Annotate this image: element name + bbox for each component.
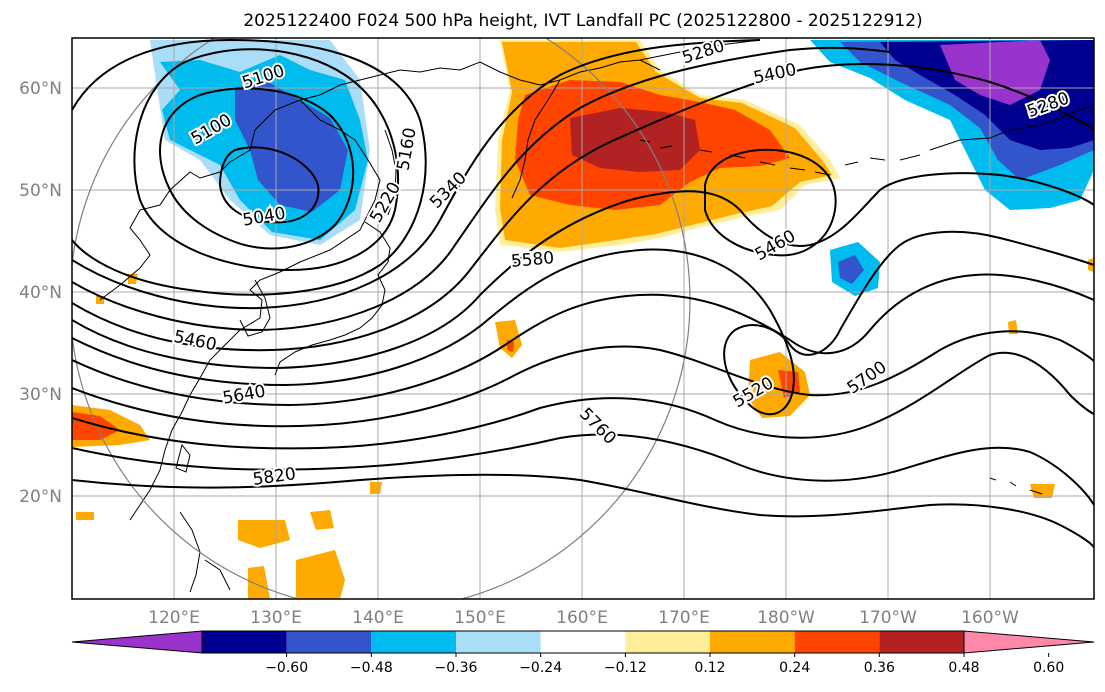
ivt-negative-patch (838, 255, 864, 284)
ivt-positive-patch (238, 520, 290, 548)
latitude-labels: 60°N 50°N 40°N 30°N 20°N (19, 79, 62, 507)
coastline-sakhalin (384, 129, 397, 216)
ivt-positive-patch (748, 352, 810, 418)
lon-label: 140°E (352, 608, 404, 628)
coastline-alaska (639, 39, 1094, 161)
colorbar-swatch (879, 631, 964, 653)
colorbar-tick-label: 0.60 (1033, 660, 1064, 676)
lat-label: 40°N (19, 283, 62, 303)
colorbar-extend-high (963, 630, 1095, 654)
ivt-positive-patch (1030, 484, 1055, 498)
height-contour-5220 (72, 39, 427, 296)
longitude-labels: 120°E 130°E 140°E 150°E 160°E 170°E 180°… (148, 608, 1019, 628)
colorbar-swatch (202, 631, 287, 653)
coastline-aleutians (639, 139, 886, 176)
lon-label: 130°E (250, 608, 302, 628)
ivt-positive-patch (296, 550, 345, 599)
colorbar-tick-label: −0.24 (519, 660, 562, 676)
lon-label: 170°E (658, 608, 710, 628)
ivt-positive-patch (370, 482, 382, 494)
lon-label: 150°E (454, 608, 506, 628)
colorbar-tick-label: 0.12 (694, 660, 725, 676)
ivt-negative-patch (235, 82, 348, 212)
coastline-kamchatka (511, 79, 561, 199)
ivt-positive-patch (495, 320, 522, 358)
ivt-positive-patch (310, 510, 334, 530)
ivt-positive-patch (248, 566, 270, 599)
lon-label: 180°W (757, 608, 815, 628)
colorbar-tick-label: −0.48 (350, 660, 393, 676)
height-contour-5100 (159, 87, 355, 250)
height-contours (72, 39, 1094, 549)
height-contour-5160 (133, 48, 399, 272)
colorbar-tick-label: 0.36 (864, 660, 895, 676)
map-panel: 5100 5100 5040 5220 5280 5160 5340 5280 … (19, 34, 1095, 628)
height-contour-5700 (72, 351, 1094, 450)
map-frame (71, 37, 1095, 600)
colorbar-swatch (625, 631, 710, 653)
ivt-positive-patch (570, 108, 700, 172)
ivt-positive-patch (76, 512, 94, 520)
height-contour-5460 (72, 172, 1094, 370)
height-contour-5760 (72, 433, 1094, 506)
coastline-hawaii (989, 477, 1043, 495)
lon-label: 170°W (859, 608, 917, 628)
contour-label: 5580 (510, 248, 555, 272)
colorbar-tick-label: −0.36 (435, 660, 478, 676)
colorbar-swatch (710, 631, 795, 653)
figure-title: 2025122400 F024 500 hPa height, IVT Land… (243, 11, 922, 31)
coastline-japan (274, 221, 391, 376)
height-contour-5400 (72, 63, 1094, 352)
height-contour-5340 (72, 46, 891, 332)
colorbar-swatch (794, 631, 880, 653)
colorbar-swatch (371, 631, 456, 653)
lat-label: 50°N (19, 181, 62, 201)
height-contour-5520 (72, 230, 1094, 416)
height-contour-5280 (72, 39, 761, 310)
lat-label: 30°N (19, 385, 62, 405)
ivt-shading (72, 40, 1094, 599)
colorbar-tick-label: −0.12 (604, 660, 647, 676)
colorbar-extend-low (71, 630, 203, 654)
height-contour-5580 (72, 273, 1094, 407)
colorbar: −0.60 −0.48 −0.36 −0.24 −0.12 0.12 0.24 0.36 0.4… (71, 630, 1095, 676)
lon-label: 160°E (556, 608, 608, 628)
coastline-taiwan (175, 443, 191, 473)
lon-label: 160°W (961, 608, 1019, 628)
lat-label: 20°N (19, 487, 62, 507)
ivt-positive-patch (72, 412, 120, 440)
colorbar-tick-label: 0.48 (948, 660, 979, 676)
ivt-negative-patch (940, 40, 1050, 105)
colorbar-swatch (540, 631, 626, 653)
lon-label: 120°E (148, 608, 200, 628)
landfall-domain-circle (72, 38, 691, 599)
colorbar-frame (201, 630, 965, 654)
height-contour-5640 (72, 330, 1094, 428)
colorbar-swatch (456, 631, 541, 653)
lat-label: 60°N (19, 79, 62, 99)
colorbar-tick-label: 0.24 (779, 660, 810, 676)
colorbar-swatch (286, 631, 372, 653)
colorbar-tick-label: −0.60 (265, 660, 308, 676)
height-contour-5040 (218, 146, 320, 224)
lat-lon-grid (72, 38, 1094, 599)
height-contour-5820 (72, 473, 1094, 549)
height-contour-5460-closed (704, 148, 837, 257)
